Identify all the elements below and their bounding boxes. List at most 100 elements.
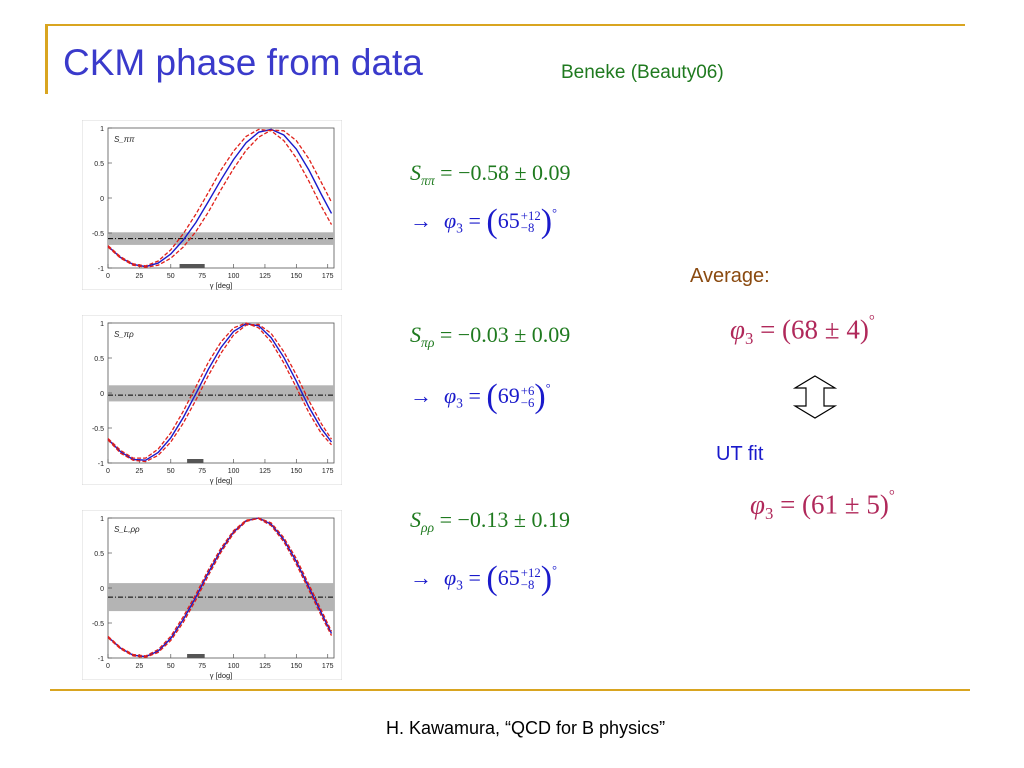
- s-value: = −0.58 ± 0.09: [440, 160, 571, 185]
- equals-sign: =: [468, 207, 481, 233]
- curve-upper-bound: [107, 128, 333, 267]
- equals-sign: =: [468, 564, 481, 590]
- central-value: 65: [497, 207, 520, 233]
- equation-s-rhorho: Sρρ = −0.13 ± 0.19: [410, 507, 570, 536]
- phi-symbol: φ: [730, 314, 745, 345]
- plus-error: +6: [520, 384, 535, 399]
- plot-s-pirho: 1 0.5 0 -0.5 -1 0 25 50 75 100 125 150 175 γ [deg] S_π…: [82, 315, 342, 485]
- x-tick-label: 150: [290, 273, 302, 280]
- y-tick-label: 1: [100, 516, 104, 523]
- equation-phi-from-pirho: → φ3 = (69 +6 −6)°: [410, 378, 551, 416]
- x-tick-label: 100: [228, 663, 240, 670]
- y-tick-label: -1: [98, 266, 104, 273]
- y-tick-label: -1: [98, 656, 104, 663]
- panel-label: S_ππ: [114, 135, 135, 144]
- equation-s-pirho: Sπρ = −0.03 ± 0.09: [410, 322, 570, 351]
- central-value: 65: [497, 564, 520, 590]
- minus-error: −6: [520, 395, 535, 410]
- x-tick-label: 125: [259, 273, 271, 280]
- minus-error: −8: [520, 577, 535, 592]
- s-value: = −0.03 ± 0.09: [439, 322, 571, 347]
- gamma-range-bar: [179, 264, 205, 268]
- slide-footer: H. Kawamura, “QCD for B physics”: [386, 718, 666, 738]
- panel-label: S_L,ρρ: [114, 525, 140, 534]
- x-axis-label: γ [deg]: [210, 281, 233, 290]
- y-tick-label: -1: [98, 461, 104, 468]
- up-down-double-arrow-icon: [792, 374, 838, 420]
- x-tick-label: 100: [228, 468, 240, 475]
- s-value: = −0.13 ± 0.19: [439, 507, 570, 532]
- x-tick-label: 100: [228, 273, 240, 280]
- x-tick-label: 25: [135, 273, 143, 280]
- x-tick-label: 0: [106, 663, 110, 670]
- degree-sign: °: [545, 381, 551, 396]
- x-tick-label: 75: [198, 663, 206, 670]
- degree-sign: °: [552, 206, 557, 221]
- plot-s-rhorho: 1 0.5 0 -0.5 -1 0 25 50 75 100 125 150 175 γ [dog] S_L…: [82, 510, 342, 680]
- phi-symbol: φ: [444, 207, 457, 233]
- average-value: = (68 ± 4): [760, 314, 869, 345]
- x-tick-label: 125: [259, 468, 271, 475]
- y-tick-label: 1: [100, 321, 104, 328]
- x-axis-label: γ [dog]: [210, 671, 233, 680]
- close-paren: ): [534, 378, 546, 415]
- y-tick-label: 0: [100, 196, 104, 203]
- x-tick-label: 25: [135, 468, 143, 475]
- phi-subscript: 3: [456, 577, 463, 593]
- phi-symbol: φ: [444, 382, 457, 408]
- right-arrow-icon: →: [410, 207, 432, 233]
- s-letter: S: [410, 322, 421, 347]
- x-tick-label: 0: [106, 273, 110, 280]
- phi-subscript: 3: [456, 220, 463, 236]
- right-arrow-icon: →: [410, 382, 432, 408]
- y-tick-label: 0.5: [94, 161, 104, 168]
- curve-lower-bound: [107, 517, 333, 658]
- open-paren: (: [486, 378, 498, 415]
- phi-subscript: 3: [764, 504, 774, 524]
- s-subscript: ρρ: [421, 519, 435, 535]
- x-tick-label: 75: [198, 468, 206, 475]
- y-tick-label: -0.5: [92, 621, 104, 628]
- x-tick-label: 50: [167, 663, 175, 670]
- degree-sign: °: [552, 563, 557, 578]
- phi-subscript: 3: [456, 395, 463, 411]
- phi-subscript: 3: [744, 329, 754, 349]
- bottom-rule: [50, 689, 970, 691]
- degree-sign: °: [868, 313, 875, 329]
- s-letter: S: [410, 507, 421, 532]
- curve-central: [107, 322, 333, 461]
- y-tick-label: 0.5: [94, 551, 104, 558]
- average-label: Average:: [690, 265, 770, 287]
- x-tick-label: 150: [290, 468, 302, 475]
- curve-lower-bound: [107, 129, 333, 268]
- y-tick-label: 1: [100, 126, 104, 133]
- equation-phi-from-rhorho: → φ3 = (65 +12 −8)°: [410, 560, 557, 598]
- plus-error: +12: [520, 209, 541, 224]
- curve-central: [107, 517, 333, 658]
- plus-error: +12: [520, 566, 541, 581]
- x-tick-label: 175: [322, 663, 334, 670]
- ut-fit-label: UT fit: [716, 443, 764, 465]
- s-subscript: ππ: [421, 172, 435, 188]
- measurement-band: [108, 385, 334, 402]
- y-tick-label: 0: [100, 586, 104, 593]
- minus-error: −8: [520, 220, 535, 235]
- x-tick-label: 50: [167, 468, 175, 475]
- gamma-range-bar: [187, 459, 204, 463]
- ut-fit-value: = (61 ± 5): [780, 489, 889, 520]
- x-tick-label: 75: [198, 273, 206, 280]
- y-tick-label: 0: [100, 391, 104, 398]
- curve-central: [107, 128, 333, 268]
- central-value: 69: [497, 382, 520, 408]
- curve-lower-bound: [107, 323, 333, 463]
- phi-symbol: φ: [750, 489, 765, 520]
- y-tick-label: 0.5: [94, 356, 104, 363]
- ut-fit-equation: φ3 = (61 ± 5)°: [750, 488, 895, 524]
- x-tick-label: 50: [167, 273, 175, 280]
- right-arrow-icon: →: [410, 564, 432, 590]
- open-paren: (: [486, 560, 498, 597]
- equals-sign: =: [468, 382, 481, 408]
- curve-upper-bound: [107, 518, 333, 657]
- average-equation: φ3 = (68 ± 4)°: [730, 313, 875, 349]
- x-axis-label: γ [deg]: [210, 476, 233, 485]
